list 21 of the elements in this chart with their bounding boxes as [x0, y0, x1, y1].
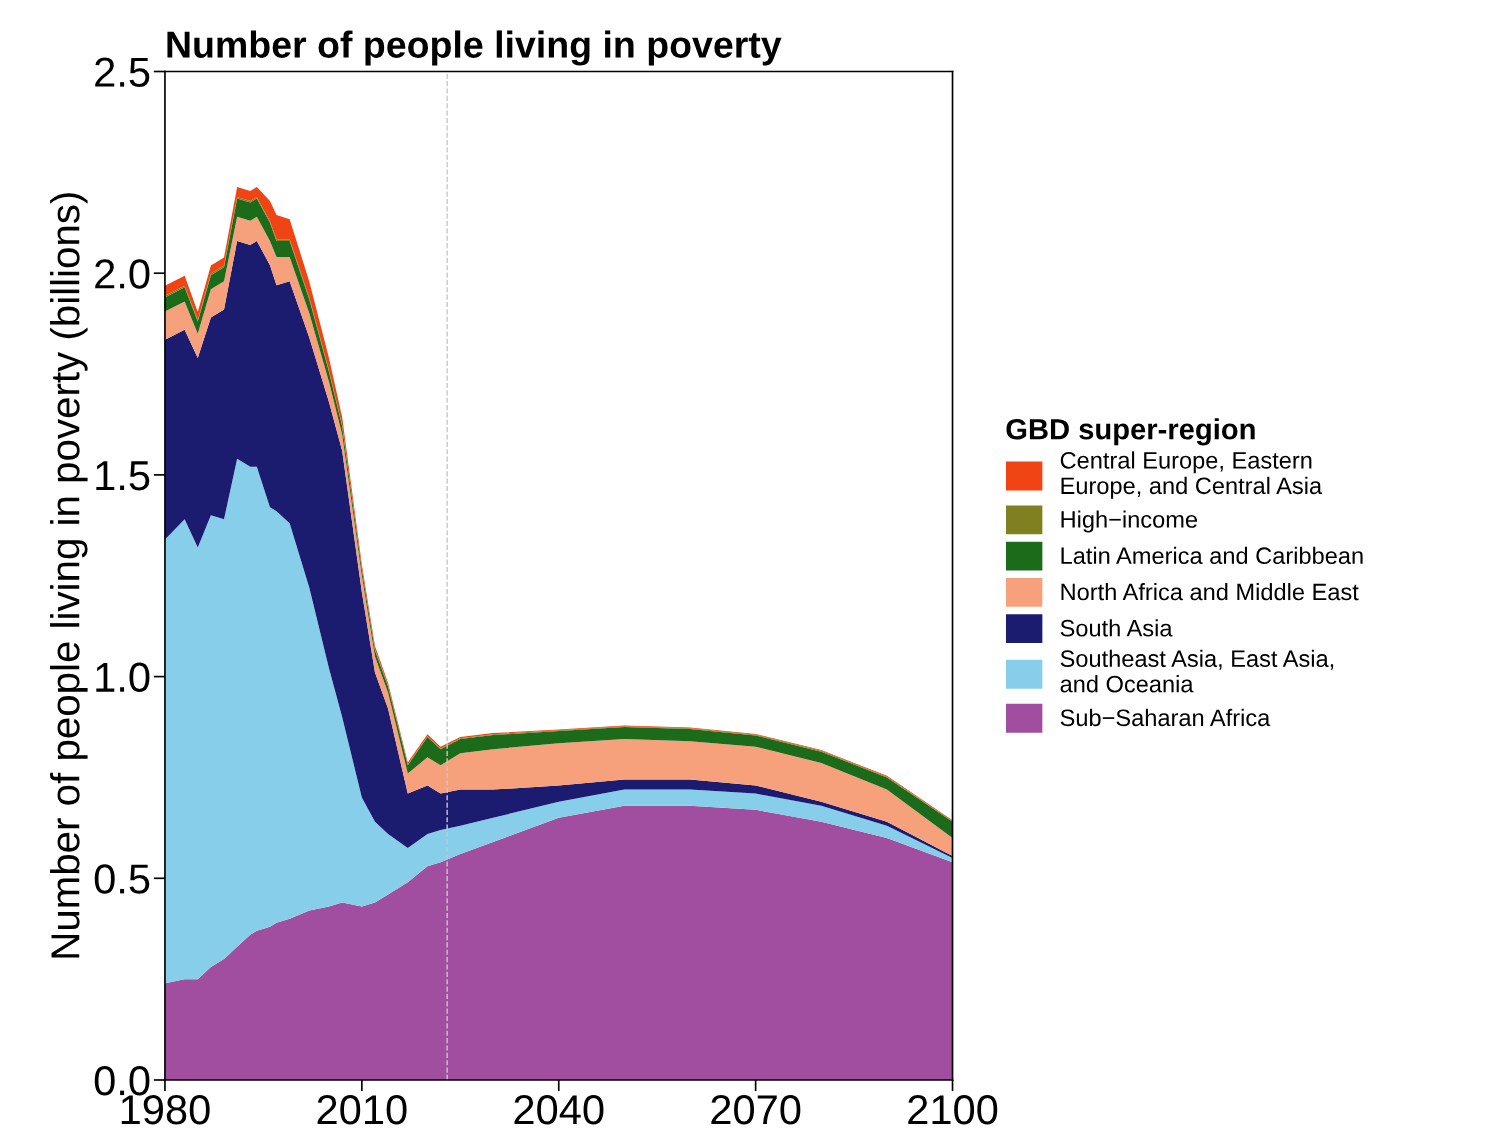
- chart-title: Number of people living in poverty: [167, 30, 782, 66]
- y-tick-label: 2.0: [95, 259, 150, 289]
- y-tick-label: 0.0: [94, 1065, 150, 1096]
- y-tick-label: 1.0: [96, 662, 150, 693]
- y-tick-label: 0.5: [94, 864, 150, 894]
- legend-title: GBD super-region: [1006, 418, 1255, 446]
- y-tick-label: 1.5: [96, 461, 150, 491]
- x-tick-label: 1980: [121, 1094, 210, 1125]
- legend-label: Latin America and Caribbean: [1061, 546, 1363, 565]
- x-tick-label: 2010: [317, 1094, 407, 1125]
- legend-label: North Africa and Middle East: [1061, 582, 1359, 601]
- y-axis-title: Number of people living in poverty (billions): [50, 193, 88, 958]
- y-tick-label: 2.5: [95, 57, 150, 88]
- legend-label: South Asia: [1060, 619, 1173, 637]
- legend-label: Sub−Saharan Africa: [1060, 708, 1271, 727]
- x-tick-label: 2070: [711, 1094, 801, 1125]
- legend-label: Southeast Asia, East Asia, and Oceania: [1060, 649, 1334, 693]
- legend-label: High−income: [1061, 510, 1197, 533]
- x-tick-label: 2100: [908, 1094, 998, 1125]
- x-tick-label: 2040: [514, 1094, 604, 1125]
- legend-label: Central Europe, Eastern Europe, and Central Asia: [1060, 451, 1323, 499]
